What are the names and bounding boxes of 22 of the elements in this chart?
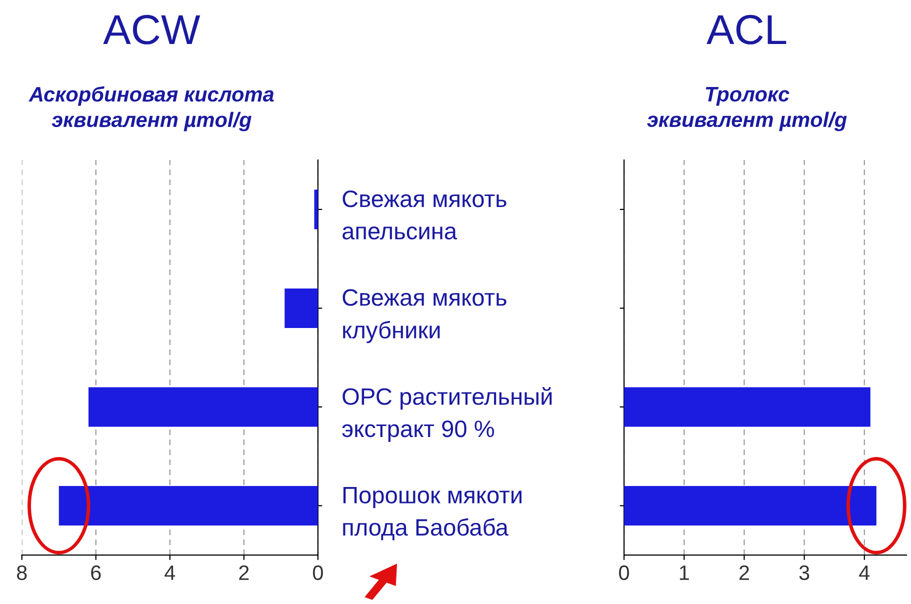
x-tick-label: 4 <box>859 566 870 580</box>
bar <box>88 387 318 427</box>
y-tick-label: ОРС растительный экстракт 90 % <box>342 387 552 442</box>
x-tick-label: 4 <box>164 566 176 580</box>
x-tick-label: 6 <box>91 565 101 580</box>
x-tick-label: 0 <box>312 565 323 580</box>
x-tick-label: 2 <box>239 565 249 580</box>
x-tick-label: 2 <box>739 565 749 580</box>
y-tick-label: Порошок мякоти плода Баобаба <box>343 487 522 540</box>
chart-title: ACW <box>103 14 200 44</box>
y-tick-label: Свежая мякоть клубники <box>342 289 506 344</box>
x-tick-label: 3 <box>799 565 810 580</box>
x-tick-label: 8 <box>16 565 27 580</box>
y-tick-label: Свежая мякоть апельсина <box>342 190 506 240</box>
chart-title: ACL <box>706 14 786 44</box>
bar <box>314 190 318 230</box>
chart-subtitle: Тролокс эквивалент µmol/g <box>647 87 847 132</box>
chart-subtitle: Аскорбиновая кислота эквивалент µmol/g <box>28 86 274 132</box>
x-tick-label: 0 <box>619 565 630 580</box>
bar <box>284 288 318 328</box>
bar <box>58 486 318 526</box>
x-tick-label: 1 <box>680 566 689 580</box>
